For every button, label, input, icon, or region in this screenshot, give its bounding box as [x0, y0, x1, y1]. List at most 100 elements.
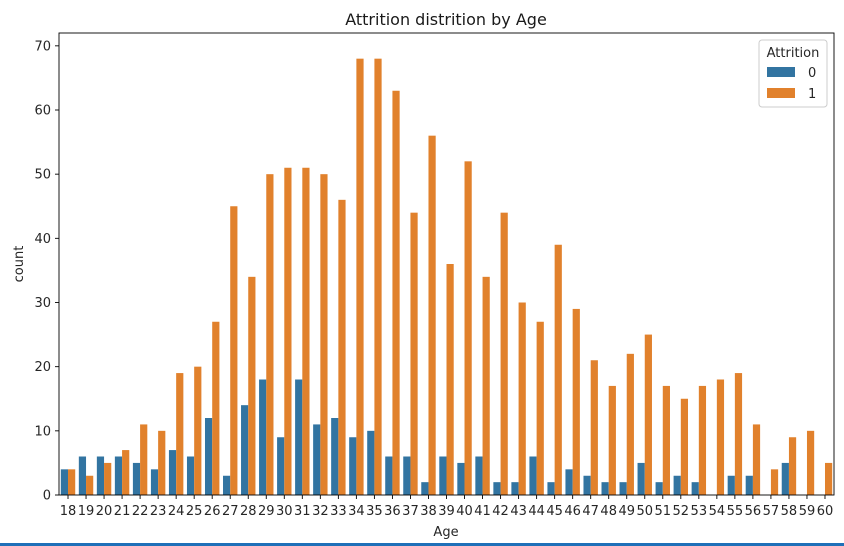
x-tick-label-40: 40 [456, 504, 473, 519]
y-tick-label-70: 70 [34, 39, 51, 54]
bar-20-attrition-0 [96, 456, 105, 495]
bar-36-attrition-0 [385, 456, 393, 495]
bar-42-attrition-1 [500, 212, 508, 496]
bar-37-attrition-1 [410, 212, 418, 496]
legend-swatch-1 [767, 88, 795, 98]
x-tick-label-25: 25 [186, 504, 203, 519]
y-axis-title: count [12, 246, 27, 283]
bar-42-attrition-0 [493, 482, 501, 495]
bar-25-attrition-1 [194, 366, 202, 495]
bar-21-attrition-0 [114, 456, 123, 495]
bar-43-attrition-0 [511, 482, 519, 495]
x-tick-label-30: 30 [276, 504, 293, 519]
bar-39-attrition-1 [446, 264, 454, 495]
bar-43-attrition-1 [518, 302, 526, 495]
bar-48-attrition-1 [608, 385, 616, 495]
bar-23-attrition-0 [150, 469, 159, 495]
x-axis-ticks: 18 19 20 21 22 23 24 25 26 27 28 29 30 31 32 33 34 35 36 37… [60, 495, 833, 519]
bar-50-attrition-0 [637, 462, 645, 495]
bar-46-attrition-1 [572, 308, 580, 495]
bar-29-attrition-1 [266, 174, 274, 496]
x-tick-label-55: 55 [727, 504, 744, 519]
bar-50-attrition-1 [644, 334, 652, 495]
bar-47-attrition-0 [583, 475, 591, 495]
bar-39-attrition-0 [439, 456, 447, 495]
bar-28-attrition-1 [248, 276, 256, 495]
bar-41-attrition-0 [475, 456, 483, 495]
bar-51-attrition-0 [655, 482, 663, 495]
bar-18-attrition-1 [68, 469, 76, 495]
bar-37-attrition-0 [403, 456, 411, 495]
bar-44-attrition-1 [536, 321, 544, 495]
bar-35-attrition-1 [374, 58, 382, 496]
bar-40-attrition-1 [464, 161, 472, 495]
x-tick-label-27: 27 [222, 504, 239, 519]
bar-22-attrition-1 [140, 424, 148, 495]
x-tick-label-58: 58 [781, 504, 798, 519]
bar-35-attrition-0 [367, 430, 375, 495]
x-tick-label-36: 36 [384, 504, 401, 519]
plot-area-frame [58, 32, 835, 496]
bar-48-attrition-0 [601, 482, 609, 495]
bar-32-attrition-0 [313, 424, 321, 495]
legend-swatch-0 [767, 67, 795, 77]
x-tick-label-57: 57 [763, 504, 780, 519]
x-tick-label-43: 43 [510, 504, 527, 519]
bar-31-attrition-1 [302, 167, 310, 495]
bar-47-attrition-1 [590, 360, 598, 495]
bar-32-attrition-1 [320, 174, 328, 496]
chart-title: Attrition distrition by Age [345, 10, 547, 29]
bar-40-attrition-0 [457, 462, 465, 495]
y-tick-label-60: 60 [34, 104, 51, 119]
legend-label-1: 1 [808, 87, 816, 102]
x-tick-label-54: 54 [709, 504, 726, 519]
bar-24-attrition-1 [176, 373, 184, 495]
bar-26-attrition-1 [212, 321, 220, 495]
bar-27-attrition-1 [230, 206, 238, 495]
x-tick-label-33: 33 [330, 504, 347, 519]
bar-36-attrition-1 [392, 90, 400, 495]
x-tick-label-56: 56 [745, 504, 762, 519]
bar-54-attrition-1 [716, 379, 725, 495]
bar-20-attrition-1 [104, 462, 112, 495]
x-tick-label-39: 39 [438, 504, 455, 519]
bar-45-attrition-1 [554, 244, 562, 495]
bar-58-attrition-0 [781, 462, 789, 495]
x-tick-label-18: 18 [60, 504, 77, 519]
bar-57-attrition-1 [770, 469, 779, 495]
bar-53-attrition-1 [698, 385, 707, 495]
bar-38-attrition-0 [421, 482, 429, 495]
y-tick-label-30: 30 [34, 296, 51, 311]
bar-24-attrition-0 [168, 450, 177, 495]
bar-21-attrition-1 [122, 450, 130, 495]
x-tick-label-19: 19 [78, 504, 95, 519]
bar-56-attrition-1 [752, 424, 761, 495]
x-tick-label-26: 26 [204, 504, 221, 519]
x-tick-label-47: 47 [582, 504, 599, 519]
bar-49-attrition-1 [626, 353, 634, 495]
bar-38-attrition-1 [428, 135, 436, 496]
x-tick-label-31: 31 [294, 504, 311, 519]
y-tick-label-50: 50 [34, 168, 51, 183]
x-tick-label-37: 37 [402, 504, 419, 519]
bar-23-attrition-1 [158, 430, 166, 495]
x-tick-label-59: 59 [799, 504, 816, 519]
x-tick-label-35: 35 [366, 504, 383, 519]
bar-33-attrition-1 [338, 199, 346, 495]
legend-title: Attrition [767, 46, 820, 61]
bar-44-attrition-0 [529, 456, 537, 495]
bar-30-attrition-1 [284, 167, 292, 495]
bar-22-attrition-0 [132, 462, 141, 495]
x-tick-label-48: 48 [600, 504, 617, 519]
x-tick-label-20: 20 [96, 504, 113, 519]
x-tick-label-46: 46 [564, 504, 581, 519]
y-tick-label-10: 10 [34, 424, 51, 439]
x-tick-label-53: 53 [691, 504, 708, 519]
bar-52-attrition-0 [673, 475, 681, 495]
bar-60-attrition-1 [824, 462, 833, 495]
bar-59-attrition-1 [806, 430, 815, 495]
bar-25-attrition-0 [186, 456, 195, 495]
x-tick-label-38: 38 [420, 504, 437, 519]
